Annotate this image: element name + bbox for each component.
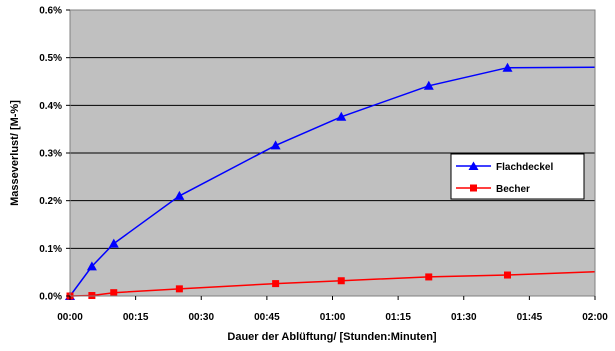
x-tick-label: 00:00 [57,312,83,323]
legend-label-becher: Becher [496,184,530,195]
y-axis-label: Masseverlust/ [M-%] [9,100,21,206]
data-point-becher [272,280,280,288]
x-tick-label: 02:00 [582,312,608,323]
data-point-becher [425,273,433,281]
data-point-becher [175,285,183,293]
x-tick-label: 01:45 [517,312,543,323]
data-point-becher [504,271,511,279]
data-point-flachdeckel [108,238,119,248]
y-tick-label: 0.1% [39,244,62,255]
y-tick-label: 0.4% [39,101,62,112]
legend-label-flachdeckel: Flachdeckel [496,162,553,173]
data-point-flachdeckel [270,140,281,150]
y-tick-label: 0.5% [39,53,62,64]
legend: Flachdeckel Becher [450,153,585,200]
x-tick-label: 01:30 [451,312,477,323]
data-point-flachdeckel [502,62,513,72]
x-axis-label: Dauer der Ablüftung/ [Stunden:Minuten] [227,331,437,343]
y-tick-label: 0.3% [39,149,62,160]
data-point-flachdeckel [423,80,434,90]
data-point-flachdeckel [174,190,185,200]
data-point-becher [110,289,118,297]
x-tick-label: 00:30 [188,312,214,323]
data-point-flachdeckel [86,261,97,271]
data-point-becher [337,277,345,285]
x-tick-label: 00:15 [123,312,149,323]
y-tick-label: 0.0% [39,292,62,303]
x-tick-label: 01:15 [385,312,411,323]
y-tick-label: 0.2% [39,196,62,207]
y-tick-label: 0.6% [39,6,62,17]
data-point-flachdeckel [336,111,347,121]
x-tick-label: 00:45 [254,312,280,323]
legend-marker-becher [470,184,477,192]
legend-marker-flachdeckel [468,161,479,170]
axes: 0.0% 0.1% 0.2% 0.3% 0.4% 0.5% 0.6% 00:00 00:15 00… [39,6,608,324]
x-tick-label: 01:00 [320,312,346,323]
